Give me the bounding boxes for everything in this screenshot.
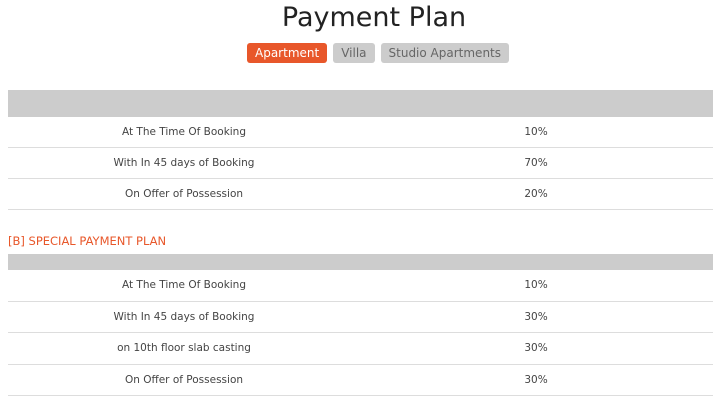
percentage-cell: 70% — [524, 157, 548, 169]
stage-cell: With In 45 days of Booking — [113, 157, 255, 169]
table-row: With In 45 days of Booking 70% — [8, 148, 713, 179]
percentage-cell: 20% — [524, 188, 548, 200]
percentage-cell: 30% — [524, 374, 548, 387]
tab-studio-apartments[interactable]: Studio Apartments — [380, 43, 510, 63]
table-header — [8, 90, 713, 117]
payment-plan-table-b: At The Time Of Booking 10% With In 45 days… — [8, 254, 713, 397]
table-row: On Offer of Possession 30% — [8, 365, 713, 397]
payment-plan-table-a: At The Time Of Booking 10% With In 45 days… — [8, 90, 713, 210]
plan-tabs: Apartment Villa Studio Apartments — [247, 43, 510, 63]
stage-cell: On Offer of Possession — [124, 188, 244, 200]
table-row: on 10th floor slab casting 30% — [8, 333, 713, 365]
percentage-cell: 10% — [524, 279, 548, 292]
table-row: With In 45 days of Booking 30% — [8, 302, 713, 334]
stage-cell: on 10th floor slab casting — [117, 342, 251, 355]
table-header — [8, 254, 713, 270]
table-row: On Offer of Possession 20% — [8, 179, 713, 210]
stage-cell: At The Time Of Booking — [121, 126, 247, 138]
percentage-cell: 30% — [524, 310, 548, 323]
stage-cell: At The Time Of Booking — [121, 279, 247, 292]
table-row: At The Time Of Booking 10% — [8, 270, 713, 302]
tab-villa[interactable]: Villa — [333, 43, 375, 63]
tab-apartment[interactable]: Apartment — [247, 43, 328, 63]
stage-cell: With In 45 days of Booking — [113, 310, 255, 323]
page-title: Payment Plan — [281, 2, 467, 33]
table-row: At The Time Of Booking 10% — [8, 117, 713, 148]
section-title-special-plan: [B] SPECIAL PAYMENT PLAN — [8, 234, 167, 248]
percentage-cell: 10% — [524, 126, 548, 138]
percentage-cell: 30% — [524, 342, 548, 355]
stage-cell: On Offer of Possession — [124, 374, 244, 387]
